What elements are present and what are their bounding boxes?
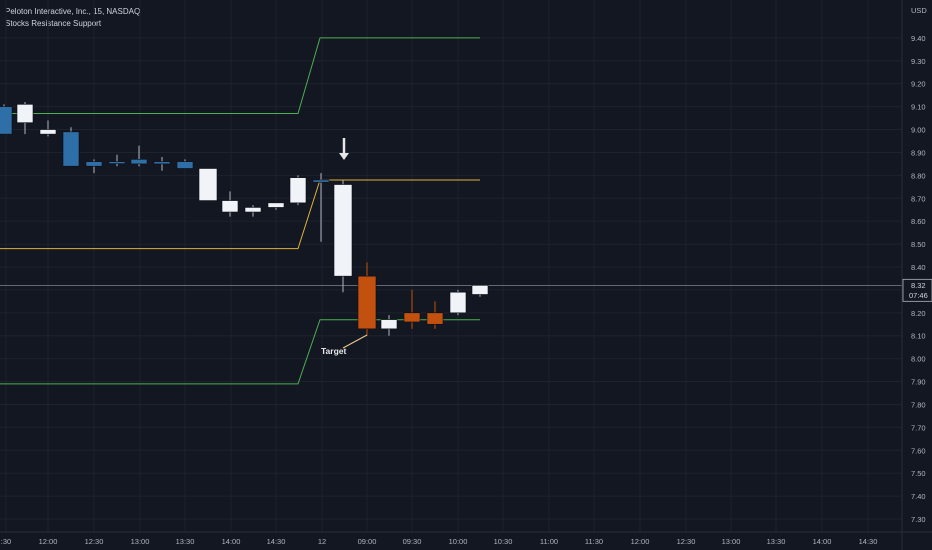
- price-tick-label: 8.90: [911, 148, 926, 157]
- resistance-line: [0, 38, 480, 114]
- candle-body: [381, 320, 397, 329]
- price-tick-label: 7.50: [911, 469, 926, 478]
- candle-body: [0, 107, 12, 134]
- candle-body: [199, 168, 217, 200]
- price-tick-label: 8.80: [911, 171, 926, 180]
- bar-countdown: 07:46: [909, 291, 928, 300]
- price-tick-label: 9.30: [911, 57, 926, 66]
- time-tick-label: 14:30: [859, 537, 878, 546]
- time-tick-label: 13:00: [722, 537, 741, 546]
- price-tick-label: 8.40: [911, 263, 926, 272]
- sr-levels: [0, 38, 902, 384]
- candle-body: [268, 203, 284, 208]
- price-tick-label: 7.90: [911, 378, 926, 387]
- annotation-connector: [343, 335, 367, 348]
- candle-body: [334, 185, 352, 277]
- time-tick-label: 09:00: [358, 537, 377, 546]
- price-tick-label: 7.60: [911, 446, 926, 455]
- candle-body: [313, 180, 329, 182]
- support-line: [0, 320, 480, 384]
- candles: [0, 102, 488, 336]
- candle-body: [427, 313, 443, 324]
- down-arrow-head: [339, 153, 349, 160]
- price-tick-label: 8.70: [911, 194, 926, 203]
- time-tick-label: 14:00: [222, 537, 241, 546]
- candle-body: [404, 313, 420, 322]
- candle-body: [222, 201, 238, 212]
- pivot-line: [0, 180, 480, 249]
- price-tick-label: 7.80: [911, 400, 926, 409]
- time-tick-label: 12: [318, 537, 326, 546]
- candle-body: [63, 132, 79, 166]
- price-tick-label: 8.20: [911, 309, 926, 318]
- price-tick-label: 9.40: [911, 34, 926, 43]
- time-tick-label: 13:30: [176, 537, 195, 546]
- price-tick-label: 8.50: [911, 240, 926, 249]
- price-axis[interactable]: 7.30 7.40 7.50 7.60 7.70 7.80 7.90 8.00 8.10 8.20…: [902, 0, 932, 550]
- candle-body: [86, 162, 102, 167]
- candle-body: [450, 292, 466, 313]
- price-tick-label: 9.00: [911, 126, 926, 135]
- time-tick-label: 12:00: [631, 537, 650, 546]
- time-tick-label: 10:30: [494, 537, 513, 546]
- time-tick-label: 12:30: [85, 537, 104, 546]
- candle-body: [131, 159, 147, 164]
- annotation-label: Target: [321, 346, 347, 356]
- price-tick-label: 8.10: [911, 332, 926, 341]
- time-tick-label: 11:00: [540, 537, 558, 546]
- time-tick-label: 13:30: [767, 537, 786, 546]
- time-tick-label: 12:00: [39, 537, 58, 546]
- current-price-value: 8.32: [911, 281, 926, 290]
- time-tick-label: 13:00: [131, 537, 150, 546]
- price-tick-label: 8.60: [911, 217, 926, 226]
- time-axis[interactable]: :30 12:00 12:30 13:00 13:30 14:00 14:30 12 09:00…: [0, 532, 932, 546]
- price-tick-label: 8.00: [911, 355, 926, 364]
- time-tick-label: 09:30: [403, 537, 422, 546]
- time-tick-label: 12:30: [677, 537, 696, 546]
- price-tick-label: 7.30: [911, 515, 926, 524]
- candle-body: [177, 162, 193, 169]
- candle-body: [109, 162, 125, 164]
- currency-label: USD: [911, 6, 927, 15]
- candle-body: [154, 162, 170, 164]
- price-tick-label: 7.70: [911, 423, 926, 432]
- candle-body: [472, 285, 488, 294]
- candle-body: [358, 276, 376, 329]
- candle-body: [17, 104, 33, 122]
- candle-body: [40, 130, 56, 135]
- price-tick-label: 7.40: [911, 492, 926, 501]
- time-tick-label: 14:30: [267, 537, 286, 546]
- price-tick-label: 9.20: [911, 80, 926, 89]
- time-tick-label: 10:00: [449, 537, 468, 546]
- chart-grid: [0, 0, 902, 532]
- price-tick-label: 9.10: [911, 103, 926, 112]
- time-tick-label: 14:00: [813, 537, 832, 546]
- time-tick-label: :30: [1, 537, 11, 546]
- candle-body: [245, 207, 261, 212]
- candle-body: [290, 178, 306, 203]
- time-tick-label: 11:30: [585, 537, 603, 546]
